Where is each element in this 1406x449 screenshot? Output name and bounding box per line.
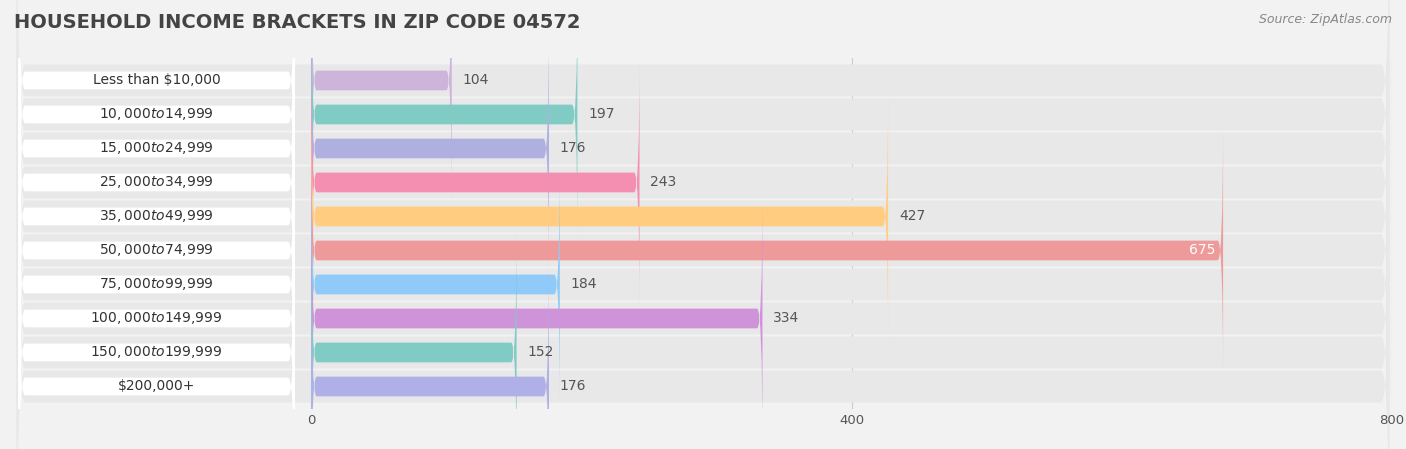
Text: Less than $10,000: Less than $10,000 (93, 74, 221, 88)
FancyBboxPatch shape (18, 0, 295, 242)
FancyBboxPatch shape (18, 157, 295, 449)
FancyBboxPatch shape (18, 123, 295, 446)
Text: 152: 152 (527, 345, 554, 360)
FancyBboxPatch shape (17, 0, 1389, 336)
Text: 243: 243 (651, 176, 676, 189)
FancyBboxPatch shape (311, 56, 640, 308)
FancyBboxPatch shape (17, 198, 1389, 449)
FancyBboxPatch shape (18, 55, 295, 378)
FancyBboxPatch shape (311, 158, 560, 411)
FancyBboxPatch shape (18, 21, 295, 343)
FancyBboxPatch shape (17, 0, 1389, 269)
FancyBboxPatch shape (311, 0, 578, 241)
FancyBboxPatch shape (17, 164, 1389, 449)
Text: $75,000 to $99,999: $75,000 to $99,999 (100, 277, 214, 292)
FancyBboxPatch shape (18, 0, 295, 310)
FancyBboxPatch shape (18, 225, 295, 449)
FancyBboxPatch shape (17, 0, 1389, 303)
Text: 197: 197 (588, 107, 614, 122)
Text: HOUSEHOLD INCOME BRACKETS IN ZIP CODE 04572: HOUSEHOLD INCOME BRACKETS IN ZIP CODE 04… (14, 13, 581, 32)
FancyBboxPatch shape (17, 131, 1389, 449)
FancyBboxPatch shape (18, 89, 295, 412)
Text: $10,000 to $14,999: $10,000 to $14,999 (100, 106, 214, 123)
FancyBboxPatch shape (311, 22, 548, 275)
Text: $25,000 to $34,999: $25,000 to $34,999 (100, 175, 214, 190)
Text: 176: 176 (560, 141, 586, 155)
Text: $100,000 to $149,999: $100,000 to $149,999 (90, 311, 222, 326)
FancyBboxPatch shape (18, 191, 295, 449)
FancyBboxPatch shape (18, 0, 295, 276)
Text: $35,000 to $49,999: $35,000 to $49,999 (100, 208, 214, 224)
FancyBboxPatch shape (17, 97, 1389, 449)
FancyBboxPatch shape (311, 90, 889, 343)
FancyBboxPatch shape (311, 124, 1223, 377)
Text: $15,000 to $24,999: $15,000 to $24,999 (100, 141, 214, 156)
FancyBboxPatch shape (311, 226, 516, 449)
FancyBboxPatch shape (17, 62, 1389, 439)
Text: $200,000+: $200,000+ (118, 379, 195, 393)
FancyBboxPatch shape (17, 28, 1389, 405)
Text: 427: 427 (898, 210, 925, 224)
Text: $150,000 to $199,999: $150,000 to $199,999 (90, 344, 222, 361)
Text: 176: 176 (560, 379, 586, 393)
Text: 334: 334 (773, 312, 800, 326)
Text: 184: 184 (571, 277, 598, 291)
Text: $50,000 to $74,999: $50,000 to $74,999 (100, 242, 214, 259)
FancyBboxPatch shape (311, 260, 548, 449)
FancyBboxPatch shape (311, 192, 762, 445)
FancyBboxPatch shape (311, 0, 451, 207)
Text: Source: ZipAtlas.com: Source: ZipAtlas.com (1258, 13, 1392, 26)
Text: 675: 675 (1188, 243, 1215, 257)
FancyBboxPatch shape (17, 0, 1389, 370)
Text: 104: 104 (463, 74, 489, 88)
